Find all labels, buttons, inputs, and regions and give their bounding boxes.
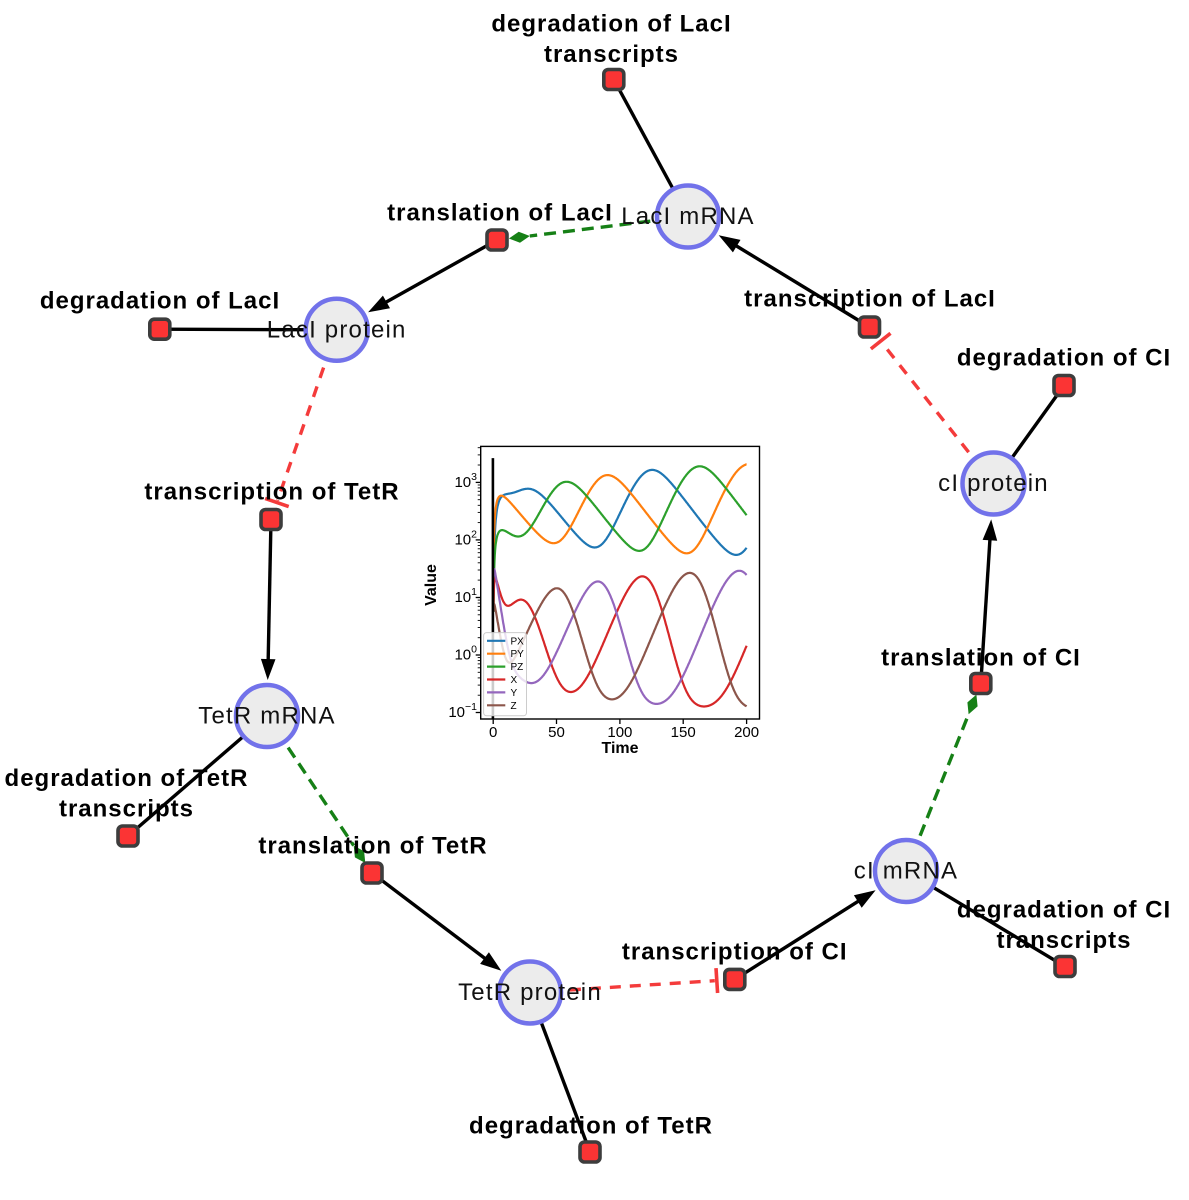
svg-text:100: 100 bbox=[607, 724, 632, 741]
svg-text:degradation of CI: degradation of CI bbox=[957, 345, 1171, 372]
svg-text:PX: PX bbox=[511, 636, 525, 647]
svg-text:transcripts: transcripts bbox=[544, 41, 679, 68]
svg-text:Time: Time bbox=[601, 740, 638, 757]
svg-text:LacI protein: LacI protein bbox=[267, 316, 407, 343]
svg-text:X: X bbox=[511, 675, 518, 686]
svg-text:Y: Y bbox=[511, 688, 518, 699]
svg-text:LacI mRNA: LacI mRNA bbox=[621, 203, 755, 230]
svg-text:PZ: PZ bbox=[511, 662, 524, 673]
svg-text:0: 0 bbox=[489, 724, 497, 741]
svg-text:transcription of CI: transcription of CI bbox=[622, 939, 848, 966]
svg-text:TetR protein: TetR protein bbox=[458, 979, 602, 1006]
svg-text:transcription of TetR: transcription of TetR bbox=[144, 479, 399, 506]
svg-text:degradation of CI: degradation of CI bbox=[957, 897, 1171, 924]
svg-text:translation of TetR: translation of TetR bbox=[258, 833, 487, 860]
svg-text:Value: Value bbox=[423, 564, 440, 606]
svg-text:Z: Z bbox=[511, 701, 517, 712]
svg-text:TetR mRNA: TetR mRNA bbox=[198, 703, 335, 730]
svg-text:150: 150 bbox=[671, 724, 696, 741]
svg-text:degradation of LacI: degradation of LacI bbox=[491, 11, 731, 38]
svg-text:transcripts: transcripts bbox=[996, 927, 1131, 954]
svg-text:transcripts: transcripts bbox=[59, 796, 194, 823]
svg-text:degradation of TetR: degradation of TetR bbox=[469, 1113, 713, 1140]
svg-text:translation of CI: translation of CI bbox=[881, 645, 1081, 672]
svg-text:PY: PY bbox=[511, 649, 525, 660]
svg-text:transcription of LacI: transcription of LacI bbox=[744, 286, 996, 313]
svg-text:cI protein: cI protein bbox=[938, 470, 1049, 497]
svg-text:degradation of LacI: degradation of LacI bbox=[40, 288, 280, 315]
svg-text:translation of LacI: translation of LacI bbox=[387, 200, 613, 227]
svg-text:200: 200 bbox=[734, 724, 759, 741]
svg-text:50: 50 bbox=[548, 724, 565, 741]
svg-text:degradation of TetR: degradation of TetR bbox=[5, 765, 249, 792]
svg-text:cI mRNA: cI mRNA bbox=[854, 858, 958, 885]
